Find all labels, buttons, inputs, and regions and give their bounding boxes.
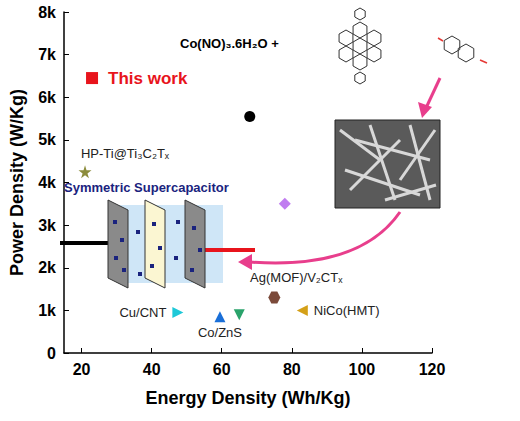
svg-text:5k: 5k [38, 131, 56, 148]
svg-text:3k: 3k [38, 217, 56, 234]
svg-text:100: 100 [349, 361, 376, 378]
svg-text:Ag(MOF)/V₂CTₓ: Ag(MOF)/V₂CTₓ [250, 270, 343, 285]
svg-text:This work: This work [108, 69, 188, 88]
svg-text:40: 40 [143, 361, 161, 378]
svg-text:1k: 1k [38, 302, 56, 319]
svg-text:120: 120 [419, 361, 446, 378]
svg-text:Power Density (W/Kg): Power Density (W/Kg) [7, 89, 27, 276]
svg-text:7k: 7k [38, 46, 56, 63]
svg-text:NiCo(HMT): NiCo(HMT) [314, 303, 380, 318]
svg-text:Co(NO)₃.6H₂O +: Co(NO)₃.6H₂O + [180, 36, 279, 51]
svg-text:Co/ZnS: Co/ZnS [198, 325, 242, 340]
svg-text:4k: 4k [38, 174, 56, 191]
svg-text:6k: 6k [38, 89, 56, 106]
svg-text:80: 80 [283, 361, 301, 378]
svg-text:Cu/CNT: Cu/CNT [119, 305, 166, 320]
svg-text:60: 60 [213, 361, 231, 378]
svg-text:Energy Density (Wh/Kg): Energy Density (Wh/Kg) [145, 388, 350, 408]
svg-text:Symmetric Supercapacitor: Symmetric Supercapacitor [64, 180, 229, 195]
svg-text:0: 0 [47, 345, 56, 362]
svg-text:20: 20 [73, 361, 91, 378]
svg-text:8k: 8k [38, 4, 56, 21]
svg-text:2k: 2k [38, 259, 56, 276]
svg-text:HP-Ti@Ti₃C₂Tₓ: HP-Ti@Ti₃C₂Tₓ [81, 146, 170, 161]
